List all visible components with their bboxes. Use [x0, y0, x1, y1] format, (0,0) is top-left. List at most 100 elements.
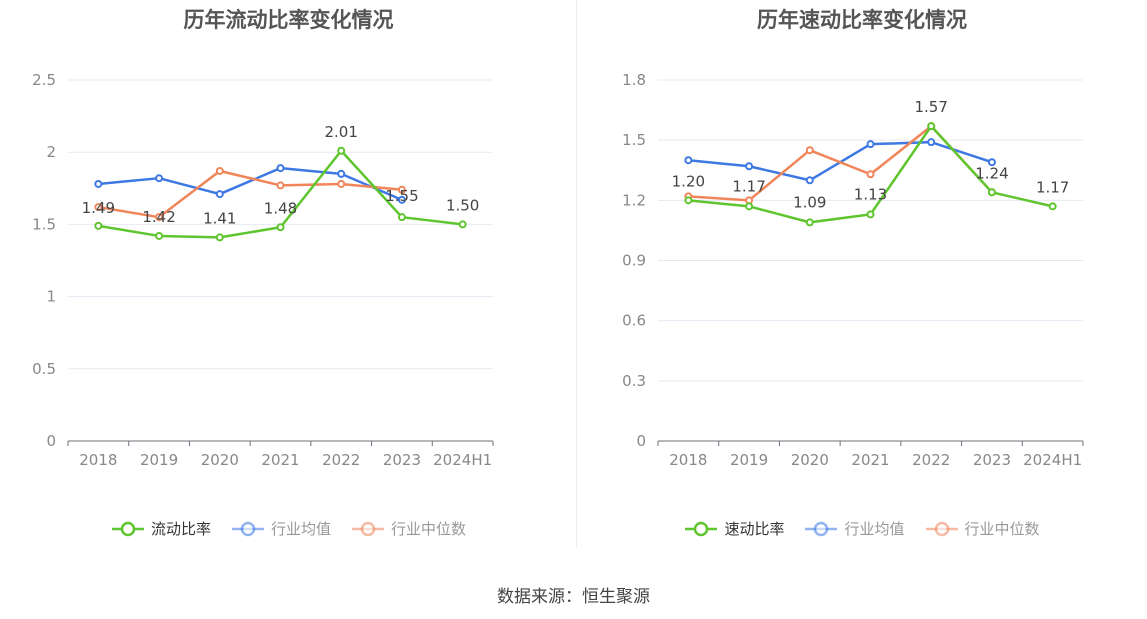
y-tick-label: 1 [46, 288, 56, 306]
y-tick-label: 0.5 [32, 360, 56, 378]
chart-plot: 0 0.3 0.6 0.9 1.2 1.5 1.8 2018 2019 2020 2021 2022 2… [622, 71, 1084, 469]
data-label: 1.55 [385, 187, 418, 205]
y-tick-label: 0.3 [622, 372, 646, 390]
data-point [987, 158, 996, 167]
legend-item[interactable]: 速动比率 [684, 518, 784, 539]
data-point [337, 146, 346, 155]
data-point [397, 213, 406, 222]
data-point [866, 170, 875, 179]
legend-line-circle-icon [685, 521, 718, 536]
data-point [94, 221, 103, 230]
legend-label: 流动比率 [150, 520, 211, 538]
data-point [94, 179, 103, 188]
data-point [745, 162, 754, 171]
legend-label: 行业均值 [844, 520, 905, 538]
data-point [805, 218, 814, 227]
data-point [397, 185, 406, 194]
y-tick-label: 2.5 [32, 71, 56, 89]
legend-line-circle-icon [925, 521, 958, 536]
y-tick-label: 0.9 [622, 252, 646, 270]
data-label: 1.24 [975, 164, 1008, 182]
data-point [1048, 202, 1057, 211]
legend-line-circle-icon [805, 521, 838, 536]
data-point [745, 202, 754, 211]
data-point [215, 190, 224, 199]
y-tick-label: 0.6 [622, 312, 646, 330]
series-line [98, 169, 403, 219]
data-point [155, 174, 164, 183]
legend-label: 行业均值 [270, 520, 331, 538]
data-point [276, 223, 285, 232]
x-tick-label: 2020 [201, 451, 239, 469]
data-point [927, 138, 936, 147]
legend-item[interactable]: 流动比率 [111, 518, 211, 539]
data-point [866, 140, 875, 149]
data-point [458, 220, 467, 229]
chart-legend: 流动比率 行业均值 行业中位数 [0, 518, 577, 539]
legend-item[interactable]: 行业均值 [804, 518, 905, 539]
data-label: 1.50 [446, 196, 479, 214]
data-point [276, 181, 285, 190]
legend-line-circle-icon [231, 521, 264, 536]
x-tick-label: 2020 [791, 451, 829, 469]
y-tick-label: 0 [46, 432, 56, 450]
x-tick-label: 2021 [261, 451, 299, 469]
data-label: 1.13 [854, 185, 887, 203]
data-label: 1.17 [732, 177, 765, 195]
x-tick-label: 2022 [912, 451, 950, 469]
chart-panel-current-ratio: 历年流动比率变化情况 0 0.5 1 1.5 2 2.5 2018 2019 2020 2021 2… [0, 0, 577, 560]
y-tick-label: 0 [636, 432, 646, 450]
legend-item[interactable]: 行业均值 [231, 518, 331, 539]
data-point [337, 179, 346, 188]
data-label: 1.48 [264, 199, 297, 217]
x-tick-label: 2023 [973, 451, 1011, 469]
legend-item[interactable]: 行业中位数 [925, 518, 1040, 539]
data-point [276, 164, 285, 173]
y-tick-label: 1.2 [622, 191, 646, 209]
legend-label: 速动比率 [724, 520, 785, 538]
chart-panel-quick-ratio: 历年速动比率变化情况 0 0.3 0.6 0.9 1.2 1.5 1.8 2018 2019 20… [577, 0, 1147, 560]
data-point [927, 122, 936, 131]
chart-legend: 速动比率 行业均值 行业中位数 [577, 518, 1147, 539]
panel-divider [576, 0, 577, 548]
y-tick-label: 1.8 [622, 71, 646, 89]
x-tick-label: 2019 [730, 451, 768, 469]
data-label: 1.20 [672, 172, 705, 190]
data-point [987, 188, 996, 197]
legend-label: 行业中位数 [964, 520, 1040, 538]
data-label: 1.57 [915, 98, 948, 116]
data-point [805, 176, 814, 185]
chart-title: 历年流动比率变化情况 [183, 8, 394, 32]
chart-plot: 0 0.5 1 1.5 2 2.5 2018 2019 2020 2021 2022 2023 2024… [32, 71, 494, 469]
y-tick-label: 2 [46, 143, 56, 161]
x-tick-label: 2019 [140, 451, 178, 469]
data-label: 1.49 [82, 199, 115, 217]
data-source-note: 数据来源：恒生聚源 [497, 587, 650, 607]
x-tick-label: 2024H1 [1023, 451, 1082, 469]
data-point [684, 196, 693, 205]
data-point [94, 203, 103, 212]
x-tick-label: 2021 [851, 451, 889, 469]
legend-line-circle-icon [352, 521, 384, 536]
data-label: 1.09 [793, 193, 826, 211]
legend-line-circle-icon [111, 521, 144, 536]
data-point [215, 233, 224, 242]
chart-title: 历年速动比率变化情况 [757, 8, 967, 32]
x-tick-label: 2018 [669, 451, 707, 469]
data-point [215, 166, 224, 175]
data-label: 1.42 [142, 208, 175, 226]
data-point [155, 213, 164, 222]
y-tick-label: 1.5 [32, 215, 56, 233]
x-tick-label: 2018 [79, 451, 117, 469]
data-point [805, 146, 814, 155]
data-point [337, 169, 346, 178]
legend-item[interactable]: 行业中位数 [351, 518, 466, 539]
x-tick-label: 2023 [383, 451, 421, 469]
legend-label: 行业中位数 [391, 520, 467, 538]
x-tick-label: 2022 [322, 451, 360, 469]
data-point [866, 210, 875, 219]
series-line [98, 166, 403, 202]
y-tick-label: 1.5 [622, 131, 646, 149]
data-label: 1.17 [1036, 178, 1069, 196]
data-label: 1.41 [203, 209, 236, 227]
